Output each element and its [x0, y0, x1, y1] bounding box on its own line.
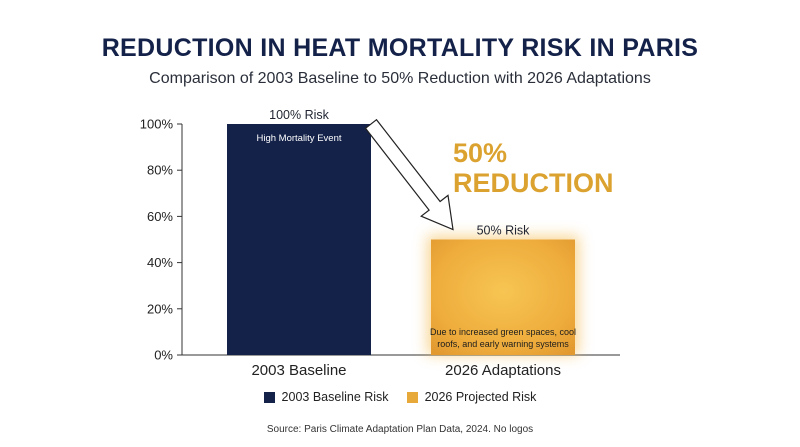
data-label: 100% Risk	[269, 108, 329, 122]
reduction-arrow	[364, 118, 454, 231]
annotation-percent: 50%	[453, 138, 507, 168]
y-tick-label: 20%	[147, 301, 173, 316]
y-tick-label: 40%	[147, 255, 173, 270]
chart-subtitle: Comparison of 2003 Baseline to 50% Reduc…	[149, 70, 651, 87]
chart-title: REDUCTION IN HEAT MORTALITY RISK IN PARI…	[101, 34, 699, 62]
annotations: 50%REDUCTION	[364, 118, 614, 231]
legend-swatch-projected	[406, 391, 418, 403]
y-axis: 0% 20% 40% 60% 80% 100%	[140, 117, 620, 363]
legend-label-baseline: 2003 Baseline Risk	[281, 390, 389, 404]
legend-item-baseline: 2003 Baseline Risk	[263, 390, 389, 404]
data-label: 50% Risk	[477, 224, 531, 238]
bar-2	[431, 239, 575, 355]
y-tick-label: 80%	[147, 163, 173, 178]
y-tick-label: 60%	[147, 209, 173, 224]
legend-item-projected: 2026 Projected Risk	[406, 390, 537, 404]
x-tick-label: 2003 Baseline	[251, 362, 346, 379]
legend-label-projected: 2026 Projected Risk	[424, 390, 537, 404]
y-tick-label: 100%	[140, 117, 174, 132]
legend-swatch-baseline	[263, 391, 275, 403]
bar-note: Due to increased green spaces, cool	[430, 327, 576, 337]
y-tick-label: 0%	[154, 348, 173, 363]
bars: 100% Risk 2003 Baseline High Mortality Eve…	[227, 108, 579, 379]
bar-1	[227, 124, 371, 355]
bar-note: roofs, and early warning systems	[437, 339, 569, 349]
legend: 2003 Baseline Risk 2026 Projected Risk	[0, 390, 800, 404]
annotation-reduction: REDUCTION	[453, 168, 614, 198]
source-note: Source: Paris Climate Adaptation Plan Da…	[266, 424, 534, 435]
x-tick-label: 2026 Adaptations	[445, 362, 561, 379]
bar-note: High Mortality Event	[256, 133, 341, 144]
